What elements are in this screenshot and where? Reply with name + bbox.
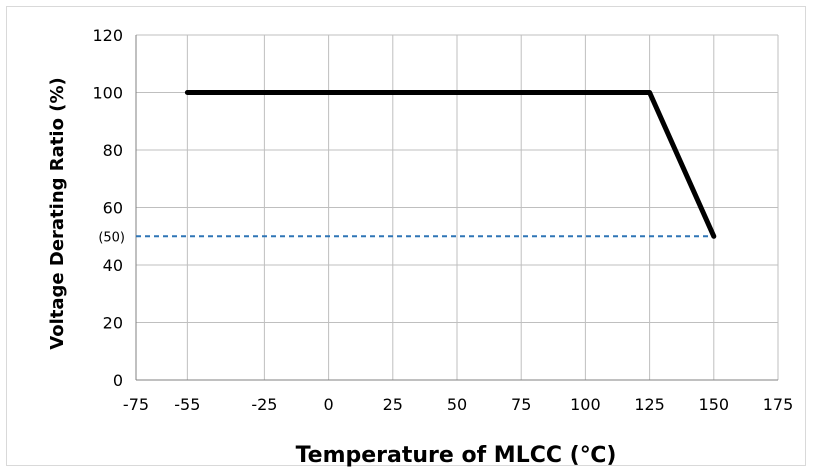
axes: [135, 35, 778, 381]
x-tick-label: 25: [383, 395, 403, 414]
y-tick-label: 120: [92, 26, 123, 45]
x-tick-label: 50: [447, 395, 467, 414]
y-tick-label: 100: [92, 84, 123, 103]
y-tick-labels: 0 20 40 60 80 100 120: [92, 26, 123, 390]
x-tick-label: 150: [699, 395, 730, 414]
grid: [135, 34, 779, 381]
y-tick-label: 40: [103, 256, 123, 275]
x-tick-label: 75: [511, 395, 531, 414]
x-tick-label: 100: [570, 395, 601, 414]
y-axis-title: Voltage Derating Ratio (%): [47, 77, 68, 349]
y-tick-label: 0: [113, 371, 123, 390]
x-axis-title: Temperature of MLCC (℃): [296, 443, 617, 468]
x-tick-label: 175: [763, 395, 794, 414]
x-tick-label: 0: [324, 395, 334, 414]
x-tick-label: -75: [123, 395, 149, 414]
derating-curve-line: [184, 90, 717, 239]
x-tick-label: -55: [174, 395, 200, 414]
y-tick-label: 80: [103, 141, 123, 160]
series: [136, 90, 717, 239]
x-tick-labels: -75 -55 -25 0 25 50 75 100 125 150 175: [123, 395, 793, 414]
annotation-50-label: (50): [98, 230, 125, 245]
x-tick-label: 125: [634, 395, 665, 414]
x-tick-label: -25: [251, 395, 277, 414]
y-tick-label: 20: [103, 314, 123, 333]
y-tick-label: 60: [103, 199, 123, 218]
